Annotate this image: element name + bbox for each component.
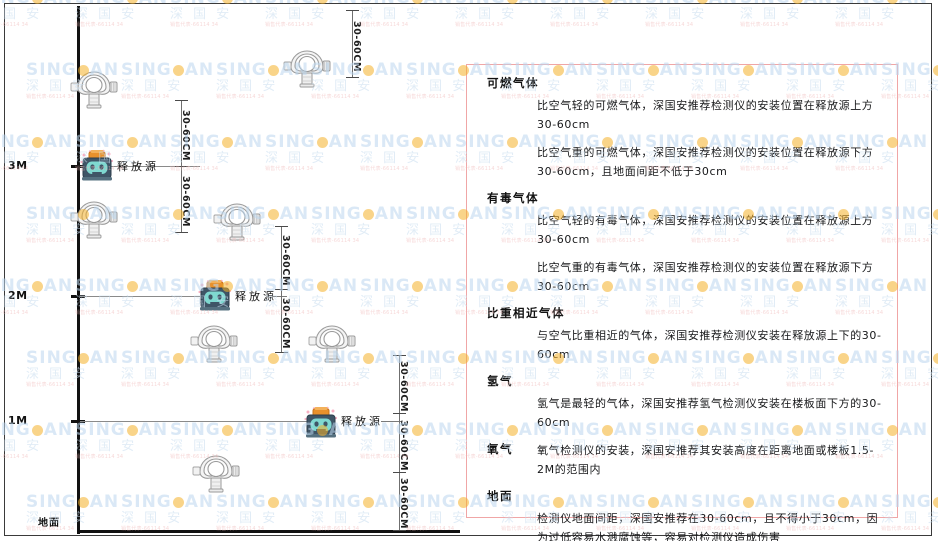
guide-section: 氧气 氧气检测仪的安装，深国安推荐其安装高度在距离地面或楼板1.5-2M的范围内 (481, 441, 883, 479)
level-line-2m (80, 296, 200, 297)
dimension-label: 30-60CM (280, 297, 291, 349)
release-source-icon (196, 278, 234, 316)
leader-line-1m-right (381, 421, 401, 422)
guide-section: 比重相近气体与空气比重相近的气体，深国安推荐检测仪安装在释放源上下的30-60c… (481, 305, 883, 364)
icons-layer (70, 47, 356, 498)
guide-section-paragraph: 比空气重的有毒气体，深国安推荐检测仪的安装位置在释放源下方30-60cm (537, 261, 874, 293)
guide-section: 有毒气体比空气轻的有毒气体，深国安推荐检测仪的安装位置在释放源上方30-60cm… (481, 190, 883, 296)
dimension-tick (275, 352, 288, 353)
gas-detector-icon (192, 452, 240, 498)
gas-detector-icon (213, 200, 261, 246)
guide-section-heading: 氧气 (487, 442, 513, 456)
dimension-line (399, 355, 400, 530)
vertical-axis (77, 6, 80, 534)
guide-section-paragraph: 检测仪地面间距，深国安推荐在30-60cm，且不得小于30cm，因为过低容易水溅… (537, 512, 879, 541)
dimension-tick (393, 471, 406, 473)
dimension-tick (175, 232, 188, 233)
dimension-line (352, 10, 353, 77)
level-label-3m: 3M (8, 159, 28, 172)
dimension-label: 30-60CM (351, 20, 362, 72)
dimension-tick (393, 530, 406, 531)
dimension-label: 30-60CM (398, 361, 409, 413)
ground-label: 地面 (38, 518, 60, 529)
guide-section-heading: 比重相近气体 (487, 306, 565, 320)
guide-section-heading: 有毒气体 (487, 191, 539, 205)
ground-axis (77, 530, 460, 533)
guide-section-paragraph: 比空气重的可燃气体，深国安推荐检测仪的安装位置在释放源下方30-60cm，且地面… (537, 146, 874, 178)
level-tick-3m (71, 165, 85, 168)
dimension-label: 30-60CM (180, 176, 191, 228)
gas-installation-guide-panel: 可燃气体比空气轻的可燃气体，深国安推荐检测仪的安装位置在释放源上方30-60cm… (466, 64, 898, 541)
guide-section-paragraph: 比空气轻的可燃气体，深国安推荐检测仪的安装位置在释放源上方30-60cm (537, 99, 874, 131)
guide-section-paragraph: 氧气检测仪的安装，深国安推荐其安装高度在距离地面或楼板1.5-2M的范围内 (537, 444, 875, 476)
level-line-3m (80, 166, 200, 167)
installation-height-diagram: 3M 2M 1M 地面 释放源 释放源 释放源 30-60CM 30-60CM 30… (8, 6, 460, 534)
dimensions-layer: 30-60CM 30-60CM 30-60CM 30-60CM 30-60CM 30-60… (175, 10, 409, 531)
guide-section-paragraph: 与空气比重相近的气体，深国安推荐检测仪安装在释放源上下的30-60cm (537, 329, 882, 361)
guide-section-paragraph: 比空气轻的有毒气体，深国安推荐检测仪的安装位置在释放源上方30-60cm (537, 214, 874, 246)
leader-line-2m-right (272, 296, 287, 297)
dimension-tick (175, 100, 188, 101)
guide-section-paragraph: 氢气是最轻的气体，深国安推荐氢气检测仪安装在楼板面下方的30-60cm (537, 397, 882, 429)
gas-detector-icon (190, 322, 238, 368)
dimension-tick (393, 413, 406, 415)
level-tick-1m (71, 420, 85, 423)
guide-section: 氢气氢气是最轻的气体，深国安推荐氢气检测仪安装在楼板面下方的30-60cm (481, 373, 883, 432)
release-source-label-2m: 释放源 (235, 290, 277, 303)
release-source-icon (78, 148, 116, 186)
dimension-tick (175, 166, 188, 167)
level-label-2m: 2M (8, 289, 28, 302)
guide-section-heading: 氢气 (487, 374, 513, 388)
dimension-tick (275, 226, 288, 227)
gas-detector-icon (308, 322, 356, 368)
guide-section: 可燃气体比空气轻的可燃气体，深国安推荐检测仪的安装位置在释放源上方30-60cm… (481, 75, 883, 181)
dimension-label: 30-60CM (398, 477, 409, 529)
guide-section-heading: 地面 (487, 489, 513, 503)
level-line-1m (80, 421, 309, 422)
dimension-label: 30-60CM (180, 110, 191, 162)
dimension-tick (346, 77, 359, 78)
gas-detector-icon (283, 47, 331, 93)
dimension-tick (393, 355, 406, 356)
level-tick-2m (71, 295, 85, 298)
guide-section: 地面检测仪地面间距，深国安推荐在30-60cm，且不得小于30cm，因为过低容易… (481, 488, 883, 541)
dimension-tick (275, 289, 288, 290)
outer-frame (4, 3, 932, 536)
release-source-label-3m: 释放源 (117, 160, 159, 173)
dimension-label: 30-60CM (398, 419, 409, 471)
dimension-label: 30-60CM (280, 234, 291, 286)
dimension-tick (346, 10, 359, 11)
release-source-label-1m: 释放源 (341, 415, 383, 428)
guide-section-heading: 可燃气体 (487, 76, 539, 90)
level-label-1m: 1M (8, 414, 28, 427)
